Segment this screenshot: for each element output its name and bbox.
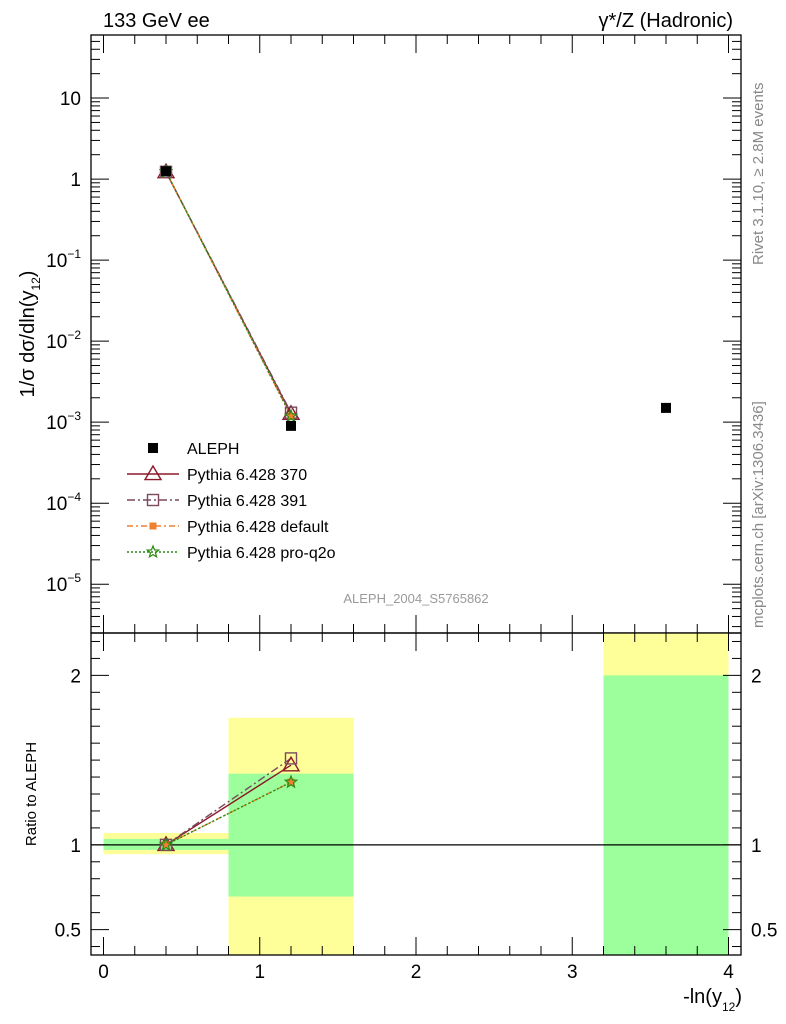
main-y-tick-label: 10−3 (46, 409, 81, 434)
x-tick-label: 3 (567, 962, 578, 983)
ratio-point-pdefault (287, 778, 295, 786)
ratio-y-tick-label-right: 0.5 (751, 921, 777, 942)
ratio-y-axis-label: Ratio to ALEPH (23, 742, 40, 846)
ratio-y-tick-label: 2 (70, 666, 81, 687)
main-point-aleph (286, 420, 296, 431)
main-y-ticks: 10−5 10−4 10−3 10−2 10−1 1 10 (46, 34, 741, 633)
main-point-aleph (661, 402, 671, 413)
ratio-series-line-p391 (165, 757, 292, 846)
header-left-title: 133 GeV ee (103, 10, 210, 32)
main-y-tick-label: 10−4 (46, 490, 81, 515)
ratio-point-p391 (284, 752, 298, 765)
ratio-band-inner (228, 773, 354, 897)
legend-entry: Pythia 6.428 default (127, 519, 329, 536)
main-y-tick-label: 10−5 (46, 571, 81, 596)
header-right-title: γ*/Z (Hadronic) (599, 10, 733, 32)
ratio-ticks: 0.5 0.5 1 1 2 2 0 1 2 3 4 (55, 633, 777, 983)
ratio-uncertainty-bands (103, 633, 729, 955)
legend-label: ALEPH (187, 441, 239, 458)
ratio-point-pq2o (158, 837, 174, 852)
legend-label: Pythia 6.428 370 (187, 467, 307, 484)
legend-marker-p391 (146, 493, 160, 507)
ratio-y-tick-label: 0.5 (55, 921, 81, 942)
x-tick-label: 2 (411, 962, 422, 983)
ratio-plot-panel: 0.5 0.5 1 1 2 2 0 1 2 3 4 Ratio to ALEPH -ln(y12) (23, 632, 777, 1014)
x-tick-label: 0 (98, 962, 109, 983)
legend-label: Pythia 6.428 391 (187, 493, 307, 510)
ratio-y-tick-label-right: 2 (751, 666, 762, 687)
mcplots-label: mcplots.cern.ch [arXiv:1306.3436] (750, 401, 767, 628)
main-point-aleph (161, 166, 171, 177)
ratio-y-tick-label-right: 1 (751, 836, 762, 857)
legend-label: Pythia 6.428 pro-q2o (187, 545, 336, 562)
ratio-series-line-p370 (165, 764, 292, 846)
legend-label: Pythia 6.428 default (187, 519, 329, 536)
ratio-point-pdefault (162, 841, 170, 849)
legend-entry: ALEPH (148, 441, 239, 458)
legend-marker-aleph (148, 443, 158, 453)
main-y-axis-label: 1/σ dσ/dln(y12) (17, 271, 43, 398)
legend-marker-p370 (143, 464, 163, 481)
ratio-band-inner (603, 675, 729, 955)
legend-entry: Pythia 6.428 370 (127, 464, 307, 484)
x-tick-label: 4 (723, 962, 734, 983)
ratio-plot-frame (90, 632, 742, 956)
main-series-line-p391 (165, 171, 292, 413)
main-y-tick-label: 10−2 (46, 328, 81, 353)
ratio-data-marks (91, 752, 741, 852)
main-series-line-pq2o (165, 171, 292, 417)
main-y-tick-label: 10 (60, 89, 81, 110)
ratio-point-pq2o (283, 774, 299, 789)
rivet-version-label: Rivet 3.1.10, ≥ 2.8M events (750, 83, 767, 266)
main-point-pq2o (283, 408, 299, 423)
legend-entry: Pythia 6.428 pro-q2o (127, 544, 336, 562)
x-tick-label: 1 (254, 962, 265, 983)
main-y-tick-label: 10−1 (46, 247, 81, 272)
ratio-y-tick-label: 1 (70, 836, 81, 857)
legend-marker-pdefault (149, 522, 157, 530)
main-point-pdefault (287, 412, 295, 420)
legend-entry: Pythia 6.428 391 (127, 493, 307, 510)
main-data-marks (156, 162, 671, 431)
main-plot-panel: 10−5 10−4 10−3 10−2 10−1 1 10 ALEPH_2004_S5765… (17, 34, 742, 634)
legend-marker-pq2o (145, 544, 161, 559)
x-axis-label: -ln(y12) (683, 986, 742, 1014)
main-plot-frame (90, 34, 742, 634)
legend: ALEPH Pythia 6.428 370 Pythia 6.428 391 Pyt… (127, 441, 336, 562)
analysis-watermark: ALEPH_2004_S5765862 (343, 591, 488, 606)
ratio-series-line-pq2o (165, 781, 292, 846)
main-y-tick-label: 1 (70, 170, 81, 191)
